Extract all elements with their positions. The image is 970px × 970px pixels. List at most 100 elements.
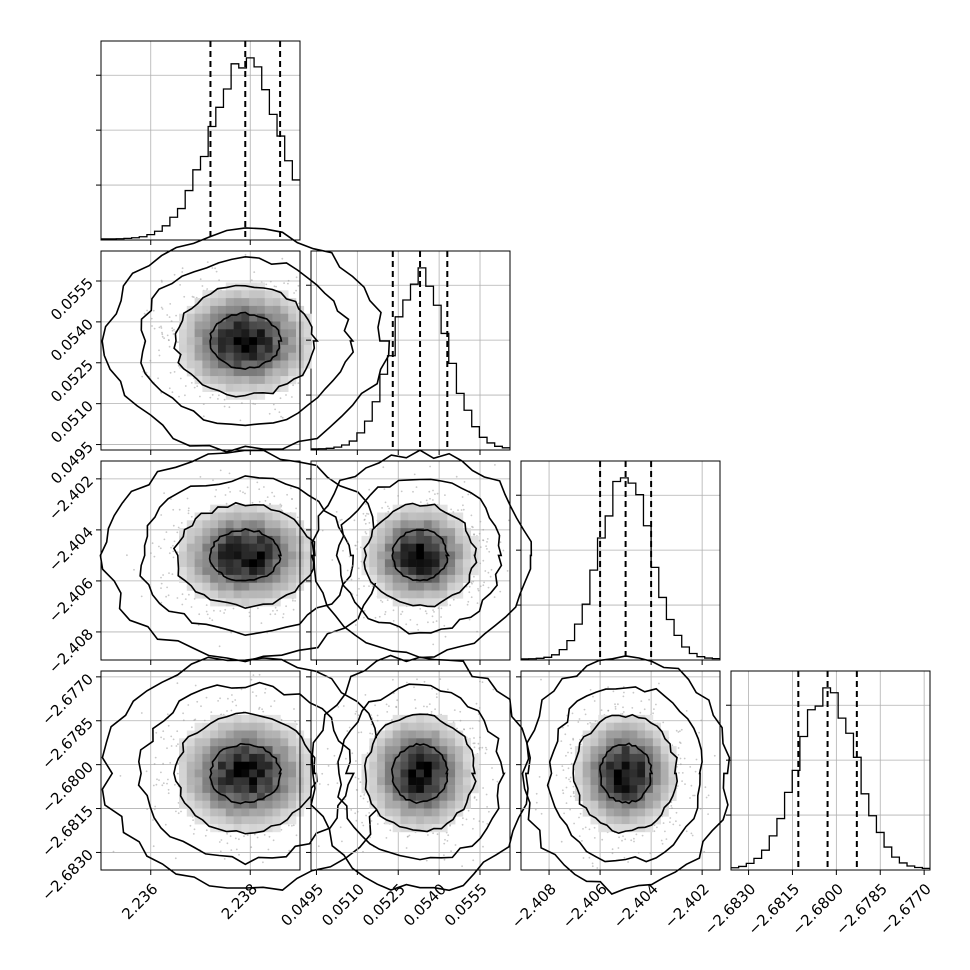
- density-cell: [194, 520, 203, 529]
- density-cell: [218, 730, 227, 739]
- scatter-point: [431, 687, 433, 690]
- axis-ticks-4-3: [516, 676, 703, 875]
- density-cell: [264, 800, 273, 809]
- scatter-point: [224, 494, 227, 496]
- scatter-point: [359, 546, 362, 549]
- scatter-point: [264, 691, 266, 694]
- scatter-point: [295, 289, 297, 292]
- density-cell: [416, 551, 425, 560]
- scatter-point: [472, 742, 475, 745]
- density-cell: [447, 574, 456, 583]
- scatter-point: [287, 824, 290, 827]
- density-cell: [186, 344, 195, 353]
- contour-level-4: [310, 654, 532, 892]
- density-cell: [264, 738, 273, 747]
- density-cell: [416, 582, 425, 591]
- density-cell: [652, 746, 661, 755]
- scatter-point: [167, 724, 170, 727]
- scatter-point: [285, 605, 287, 608]
- scatter-point: [572, 737, 574, 740]
- density-cell: [462, 551, 471, 560]
- density-cell: [218, 360, 227, 369]
- scatter-point: [298, 302, 300, 305]
- scatter-point: [584, 826, 587, 829]
- density-cell: [590, 746, 599, 755]
- density-cell: [257, 738, 266, 747]
- density-cell: [233, 344, 242, 353]
- density-cell: [210, 714, 219, 723]
- scatter-point: [281, 416, 284, 419]
- density-cell: [377, 730, 386, 739]
- density-frame: [310, 670, 511, 871]
- density-cell: [439, 567, 448, 576]
- density-cell: [257, 769, 266, 778]
- scatter-point: [370, 723, 373, 726]
- density-cell: [377, 792, 386, 801]
- density-cell: [582, 746, 591, 755]
- density-cell: [194, 528, 203, 537]
- axis-ticks-2-1: [96, 280, 251, 455]
- histogram-steps: [311, 267, 510, 450]
- density-cell: [218, 816, 227, 825]
- scatter-point: [675, 811, 678, 814]
- density-cell: [303, 337, 312, 346]
- scatter-point: [368, 522, 371, 524]
- scatter-point: [611, 852, 614, 855]
- density-cell: [233, 535, 242, 544]
- density-cell: [613, 722, 622, 731]
- scatter-point: [621, 839, 623, 842]
- scatter-point: [244, 253, 247, 256]
- density-cell: [416, 574, 425, 583]
- density-cell: [377, 535, 386, 544]
- scatter-point: [414, 698, 416, 701]
- scatter-point: [152, 819, 154, 821]
- density-cell: [582, 761, 591, 770]
- density-cell: [249, 535, 258, 544]
- density-panel-4-1: [100, 656, 384, 891]
- density-cell: [470, 785, 479, 794]
- density-cell: [233, 730, 242, 739]
- density-cell: [280, 360, 289, 369]
- scatter-point: [158, 349, 160, 352]
- scatter-point: [176, 597, 179, 599]
- scatter-point: [296, 516, 299, 519]
- density-cell: [629, 816, 638, 825]
- scatter-point: [168, 316, 171, 318]
- density-cell: [249, 290, 258, 299]
- scatter-point: [578, 718, 581, 720]
- density-cell: [392, 761, 401, 770]
- density-cell: [447, 559, 456, 568]
- scatter-point: [622, 835, 624, 838]
- scatter-point: [362, 850, 364, 853]
- density-cell: [629, 800, 638, 809]
- density-cell: [264, 535, 273, 544]
- density-cell: [210, 582, 219, 591]
- scatter-point: [166, 782, 168, 785]
- scatter-point: [365, 503, 367, 505]
- density-cell: [257, 574, 266, 583]
- density-cell: [439, 590, 448, 599]
- density-cell: [233, 761, 242, 770]
- scatter-point: [622, 711, 625, 713]
- axis-ticks-4-4: [726, 704, 925, 875]
- scatter-point: [206, 288, 209, 290]
- density-cell: [264, 816, 273, 825]
- scatter-point: [181, 593, 184, 596]
- density-cell: [280, 535, 289, 544]
- scatter-point: [396, 699, 399, 702]
- density-cell: [257, 590, 266, 599]
- density-cell: [280, 313, 289, 322]
- density-cell: [225, 816, 234, 825]
- density-cell: [233, 391, 242, 400]
- density-cell: [660, 761, 669, 770]
- density-cell: [257, 598, 266, 607]
- density-cell: [241, 574, 250, 583]
- density-cell: [257, 543, 266, 552]
- scatter-point: [384, 501, 387, 504]
- scatter-point: [145, 371, 148, 374]
- density-cell: [400, 582, 409, 591]
- density-cell: [377, 528, 386, 537]
- scatter-point: [435, 693, 438, 695]
- scatter-point: [611, 848, 614, 851]
- scatter-point: [593, 826, 596, 829]
